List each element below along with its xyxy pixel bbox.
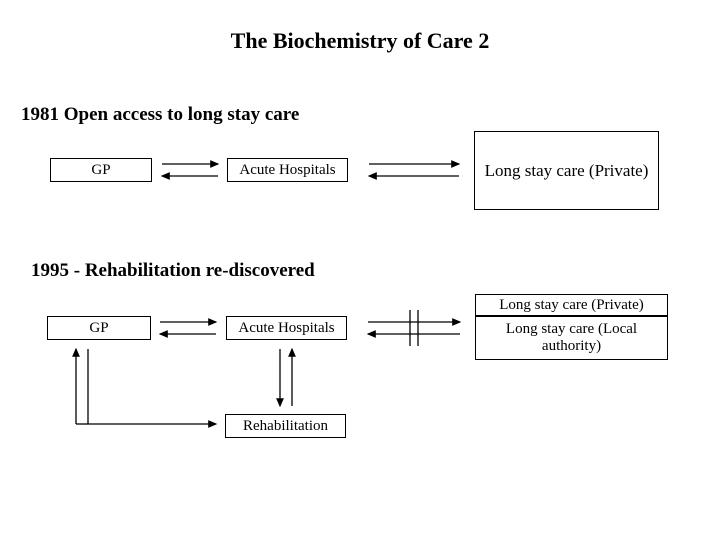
- s1-acute-label: Acute Hospitals: [239, 162, 335, 179]
- s1-acute-box: Acute Hospitals: [227, 158, 348, 182]
- s2-rehab-label: Rehabilitation: [243, 418, 328, 435]
- s2-gp-box: GP: [47, 316, 151, 340]
- s2-acute-box: Acute Hospitals: [226, 316, 347, 340]
- page-title: The Biochemistry of Care 2: [0, 28, 720, 54]
- s1-long-box: Long stay care (Private): [474, 131, 659, 210]
- section1-heading: 1981 Open access to long stay care: [21, 104, 299, 126]
- s2-acute-label: Acute Hospitals: [238, 320, 334, 337]
- s2-rehab-box: Rehabilitation: [225, 414, 346, 438]
- s1-gp-label: GP: [91, 162, 110, 179]
- s2-gp-label: GP: [89, 320, 108, 337]
- s2-long-priv-box: Long stay care (Private): [475, 294, 668, 316]
- section2-heading: 1995 - Rehabilitation re-discovered: [31, 260, 315, 282]
- s2-long-la-label: Long stay care (Local authority): [476, 321, 667, 355]
- title-text: The Biochemistry of Care 2: [231, 28, 490, 53]
- section1-heading-text: 1981 Open access to long stay care: [21, 104, 299, 125]
- s2-long-la-box: Long stay care (Local authority): [475, 316, 668, 360]
- s1-long-label: Long stay care (Private): [485, 161, 649, 181]
- s2-long-priv-label: Long stay care (Private): [499, 297, 644, 314]
- section2-heading-text: 1995 - Rehabilitation re-discovered: [31, 260, 315, 281]
- s1-gp-box: GP: [50, 158, 152, 182]
